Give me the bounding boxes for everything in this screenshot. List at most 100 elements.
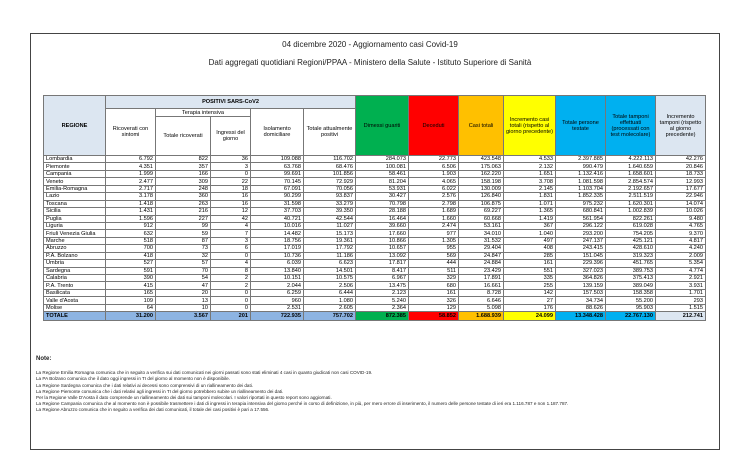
note: La Regione Sardegna comunica che i dati … — [36, 382, 254, 388]
cell: 3 — [210, 162, 251, 171]
cell: 9.370 — [655, 229, 707, 238]
cell: 1.080 — [302, 296, 357, 305]
cell: 357 — [155, 162, 211, 171]
cell: 216 — [155, 207, 211, 216]
data-row: Campania 1.999 166 0 99.691 101.856 58.461 1.90… — [43, 169, 707, 179]
cell: 329 — [408, 273, 460, 283]
cell: 13.092 — [355, 251, 410, 261]
cell: 632 — [105, 229, 156, 238]
cell: 70 — [155, 266, 211, 276]
cell: 18.733 — [655, 169, 707, 179]
data-row: Sardegna 591 70 8 13.840 14.501 8.417 511 23.429… — [43, 266, 707, 276]
cell: 4 — [210, 221, 251, 231]
cell: 527 — [105, 259, 156, 268]
note: La Regione Piemonte comunica che i dati … — [36, 388, 284, 394]
cell: Sardegna — [43, 266, 106, 276]
cell: 17.660 — [355, 229, 410, 238]
cell: 912 — [105, 221, 156, 231]
cell: 161 — [503, 259, 557, 268]
cell: 293.200 — [555, 229, 607, 238]
cell: 106.875 — [458, 199, 505, 209]
data-row: Liguria 912 99 4 10.016 11.027 39.660 2.474 53.1… — [43, 221, 707, 231]
column-header: Ricoverati con sintomi — [105, 108, 156, 156]
cell: 151.045 — [555, 251, 607, 261]
cell: 14.501 — [302, 266, 357, 276]
cell: 1.651 — [503, 169, 557, 179]
cell: 63.768 — [250, 162, 304, 171]
cell: P.A. Bolzano — [43, 251, 106, 261]
cell: 0 — [210, 251, 251, 261]
cell: 975.232 — [555, 199, 607, 209]
cell: 57 — [155, 259, 211, 268]
cell: 2.605 — [302, 303, 357, 313]
cell: 10.575 — [302, 273, 357, 283]
note: La PA Bolzano comunica che il dato oggi … — [36, 376, 230, 382]
note: La Regione Campania comunica che al mome… — [36, 401, 569, 407]
data-row: Molise 64 10 0 2.531 2.605 2.364 129 5.098 176 88.… — [43, 303, 707, 313]
cell: 22.946 — [655, 192, 707, 201]
cell: 375.413 — [605, 273, 657, 283]
cell: 10.736 — [250, 251, 304, 261]
cell: 1.596 — [105, 214, 156, 223]
cell: 90.299 — [250, 192, 304, 201]
cell: 53.161 — [458, 221, 505, 231]
cell: 31.598 — [250, 199, 304, 209]
cell: 42.276 — [655, 154, 707, 164]
cell: 1.419 — [503, 214, 557, 223]
cell: 425.121 — [605, 236, 657, 246]
data-row: Sicilia 1.431 216 12 37.703 39.350 28.188 1.689… — [43, 207, 707, 216]
cell: 17.891 — [458, 273, 505, 283]
cell: 4.817 — [655, 236, 707, 246]
cell: 2.798 — [408, 199, 460, 209]
cell: 39.660 — [355, 221, 410, 231]
cell: 2.921 — [655, 273, 707, 283]
cell: 822.261 — [605, 214, 657, 223]
cell: 1.002.839 — [605, 207, 657, 216]
cell: 1.831 — [503, 192, 557, 201]
cell: 0 — [210, 288, 251, 298]
cell: 0 — [210, 169, 251, 179]
cell: Piemonte — [43, 162, 106, 171]
data-row: P.A. Trento 415 47 2 2.044 2.506 13.475 680 16.6… — [43, 281, 707, 290]
cell: 100.081 — [355, 162, 410, 171]
column-header: Casi totali — [458, 95, 505, 156]
cell: 619.028 — [605, 221, 657, 231]
cell: 5.098 — [458, 303, 505, 313]
total-cell: 722.935 — [250, 311, 304, 322]
cell: 319.323 — [605, 251, 657, 261]
cell: 243.415 — [555, 244, 607, 253]
data-table: REGIONE POSITIVI SARS-CoV2 Dimessi guariti… — [43, 95, 707, 322]
cell: 6.506 — [408, 162, 460, 171]
notes: Note: La Regione Emilia Romagna comunica … — [36, 356, 716, 414]
cell: 109.088 — [250, 154, 304, 164]
cell: 2.854.574 — [605, 177, 657, 186]
header-row: REGIONE POSITIVI SARS-CoV2 Dimessi guariti… — [43, 95, 707, 156]
column-header: Dimessi guariti — [355, 95, 410, 156]
data-row: Friuli Venezia Giulia 632 59 7 14.482 15.173 1… — [43, 229, 707, 238]
total-cell: 212.741 — [655, 311, 707, 322]
cell: 16 — [210, 199, 251, 209]
cell: 95.903 — [605, 303, 657, 313]
cell: 13.840 — [250, 266, 304, 276]
cell: 229.396 — [555, 259, 607, 268]
cell: 54 — [155, 273, 211, 283]
cell: Umbria — [43, 259, 106, 268]
cell: 70.798 — [355, 199, 410, 209]
cell: 1.999 — [105, 169, 156, 179]
cell: 18.756 — [250, 236, 304, 246]
cell: 444 — [408, 259, 460, 268]
cell: 247.137 — [555, 236, 607, 246]
cell: 34.010 — [458, 229, 505, 238]
cell: 1.658.601 — [605, 169, 657, 179]
cell: 158.358 — [605, 288, 657, 298]
cell: 53.931 — [355, 184, 410, 194]
cell: 4.240 — [655, 244, 707, 253]
cell: 126.840 — [458, 192, 505, 201]
note: Per la Regione Valle D'Aosta il dato com… — [36, 395, 332, 401]
cell: 130.009 — [458, 184, 505, 194]
cell: 8.728 — [458, 288, 505, 298]
cell: 40.721 — [250, 214, 304, 223]
cell: 6.039 — [250, 259, 304, 268]
cell: 39.350 — [302, 207, 357, 216]
cell: Basilicata — [43, 288, 106, 298]
